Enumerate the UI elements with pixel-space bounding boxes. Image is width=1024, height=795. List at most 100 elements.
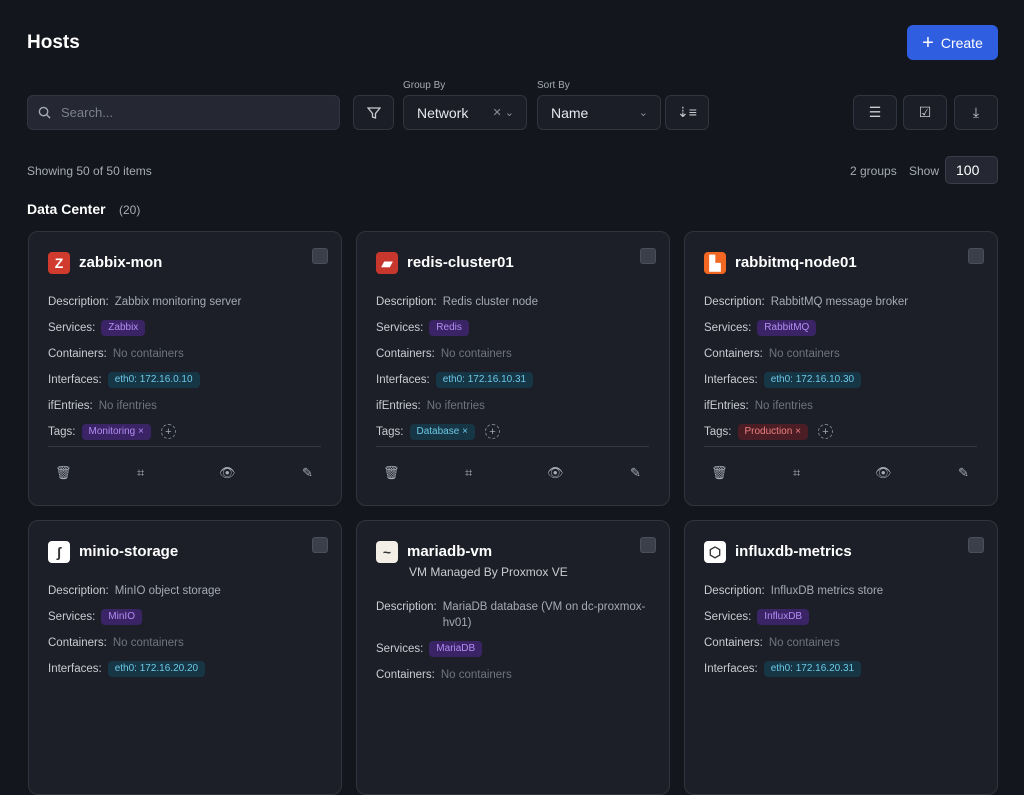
interfaces-row: Interfaces: eth0: 172.16.20.20 [48, 661, 321, 677]
delete-icon[interactable]: 🗑 [711, 465, 728, 480]
remove-tag-icon[interactable]: × [462, 426, 468, 437]
host-card[interactable]: ▰ redis-cluster01 Description: Redis clus… [356, 231, 670, 506]
group-count: (20) [119, 203, 141, 217]
sort-direction-button[interactable]: ⇣≡ [665, 95, 709, 130]
view-icon[interactable]: 👁 [875, 465, 892, 480]
description-label: Description: [376, 296, 437, 308]
download-button[interactable]: ⤓ [954, 95, 998, 130]
delete-icon[interactable]: 🗑 [383, 465, 400, 480]
tag-badge[interactable]: Monitoring × [81, 424, 151, 440]
sort-by-select[interactable]: Name ⌄ [537, 95, 661, 130]
select-checkbox[interactable] [640, 537, 656, 553]
service-badge[interactable]: Zabbix [101, 320, 146, 336]
containers-label: Containers: [704, 637, 763, 649]
containers-label: Containers: [48, 348, 107, 360]
select-checkbox[interactable] [312, 537, 328, 553]
group-by-select[interactable]: Network ✕ ⌄ [403, 95, 527, 130]
description-row: Description: Zabbix monitoring server [48, 294, 321, 310]
view-icon[interactable]: 👁 [547, 465, 564, 480]
description-label: Description: [48, 585, 109, 597]
remove-tag-icon[interactable]: × [795, 426, 801, 437]
items-count: Showing 50 of 50 items [27, 164, 152, 178]
chevron-down-icon: ⌄ [638, 107, 648, 119]
host-card[interactable]: ⬡ influxdb-metrics Description: InfluxDB … [684, 520, 998, 795]
select-checkbox[interactable] [312, 248, 328, 264]
services-row: Services: RabbitMQ [704, 320, 977, 336]
host-name[interactable]: minio-storage [79, 543, 179, 560]
group-by-value: Network [417, 104, 469, 121]
ifentries-row: ifEntries: No ifentries [376, 398, 649, 414]
select-checkbox[interactable] [968, 248, 984, 264]
service-badge[interactable]: Redis [429, 320, 469, 336]
view-icon[interactable]: 👁 [219, 465, 236, 480]
interfaces-row: Interfaces: eth0: 172.16.10.30 [704, 372, 977, 388]
services-label: Services: [704, 322, 752, 334]
remove-tag-icon[interactable]: × [137, 426, 144, 437]
ifentries-row: ifEntries: No ifentries [704, 398, 977, 414]
services-label: Services: [376, 643, 424, 655]
containers-row: Containers: No containers [48, 635, 321, 651]
containers-value: No containers [768, 348, 840, 360]
ifentries-label: ifEntries: [48, 400, 93, 412]
host-card[interactable]: Z zabbix-mon Description: Zabbix monitori… [28, 231, 342, 506]
interface-badge[interactable]: eth0: 172.16.20.20 [107, 661, 206, 677]
search-icon [38, 106, 51, 119]
add-tag-button[interactable]: + [817, 424, 833, 439]
tag-badge[interactable]: Database × [409, 424, 475, 440]
create-button[interactable]: + Create [907, 25, 998, 60]
download-icon: ⤓ [972, 104, 980, 120]
groups-count: 2 groups [850, 164, 897, 178]
move-group-icon[interactable]: ⌗ [465, 465, 473, 480]
tag-label: Database [416, 426, 460, 437]
host-card[interactable]: ʃ minio-storage Description: MinIO object… [28, 520, 342, 795]
clear-icon[interactable]: ✕ [492, 107, 502, 119]
host-card[interactable]: ~ mariadb-vm VM Managed By Proxmox VE Des… [356, 520, 670, 795]
service-badge[interactable]: InfluxDB [757, 609, 810, 625]
containers-label: Containers: [704, 348, 763, 360]
filter-button[interactable] [353, 95, 394, 130]
service-badge[interactable]: MinIO [101, 609, 142, 625]
sort-descending-icon: ⇣≡ [677, 104, 697, 120]
interfaces-row: Interfaces: eth0: 172.16.0.10 [48, 372, 321, 388]
interface-badge[interactable]: eth0: 172.16.10.31 [435, 372, 534, 388]
interface-badge[interactable]: eth0: 172.16.20.31 [763, 661, 862, 677]
interfaces-row: Interfaces: eth0: 172.16.10.31 [376, 372, 649, 388]
add-tag-button[interactable]: + [484, 424, 500, 439]
tags-label: Tags: [48, 426, 76, 438]
service-badge[interactable]: RabbitMQ [757, 320, 817, 336]
host-name[interactable]: rabbitmq-node01 [735, 254, 857, 271]
group-by-label: Group By [403, 80, 446, 91]
host-card[interactable]: ▙ rabbitmq-node01 Description: RabbitMQ m… [684, 231, 998, 506]
host-name[interactable]: zabbix-mon [79, 254, 163, 271]
move-group-icon[interactable]: ⌗ [793, 465, 801, 480]
host-name[interactable]: influxdb-metrics [735, 543, 852, 560]
select-checkbox[interactable] [968, 537, 984, 553]
page-size-input[interactable]: 100 [945, 156, 998, 184]
move-group-icon[interactable]: ⌗ [137, 465, 145, 480]
select-mode-button[interactable]: ☑ [903, 95, 947, 130]
host-name[interactable]: mariadb-vm [407, 543, 493, 560]
search-input[interactable]: Search... [27, 95, 340, 130]
edit-icon[interactable]: ✎ [630, 465, 641, 480]
tag-badge[interactable]: Production × [737, 424, 808, 440]
tag-label: Monitoring [88, 426, 136, 437]
edit-icon[interactable]: ✎ [302, 465, 313, 480]
description-value: RabbitMQ message broker [770, 296, 909, 308]
select-checkbox[interactable] [640, 248, 656, 264]
host-name[interactable]: redis-cluster01 [407, 254, 514, 271]
delete-icon[interactable]: 🗑 [55, 465, 72, 480]
sort-by-label: Sort By [537, 80, 570, 91]
list-view-button[interactable]: ☰ [853, 95, 897, 130]
description-label: Description: [704, 296, 765, 308]
service-badge[interactable]: MariaDB [429, 641, 483, 657]
add-tag-button[interactable]: + [160, 424, 176, 439]
containers-row: Containers: No containers [704, 635, 977, 651]
ifentries-value: No ifentries [426, 400, 485, 412]
containers-label: Containers: [376, 348, 435, 360]
edit-icon[interactable]: ✎ [958, 465, 969, 480]
containers-value: No containers [440, 348, 512, 360]
minio-logo-icon: ʃ [48, 541, 70, 563]
interface-badge[interactable]: eth0: 172.16.10.30 [763, 372, 862, 388]
interface-badge[interactable]: eth0: 172.16.0.10 [107, 372, 200, 388]
tags-row: Tags: Monitoring × + [48, 424, 321, 440]
